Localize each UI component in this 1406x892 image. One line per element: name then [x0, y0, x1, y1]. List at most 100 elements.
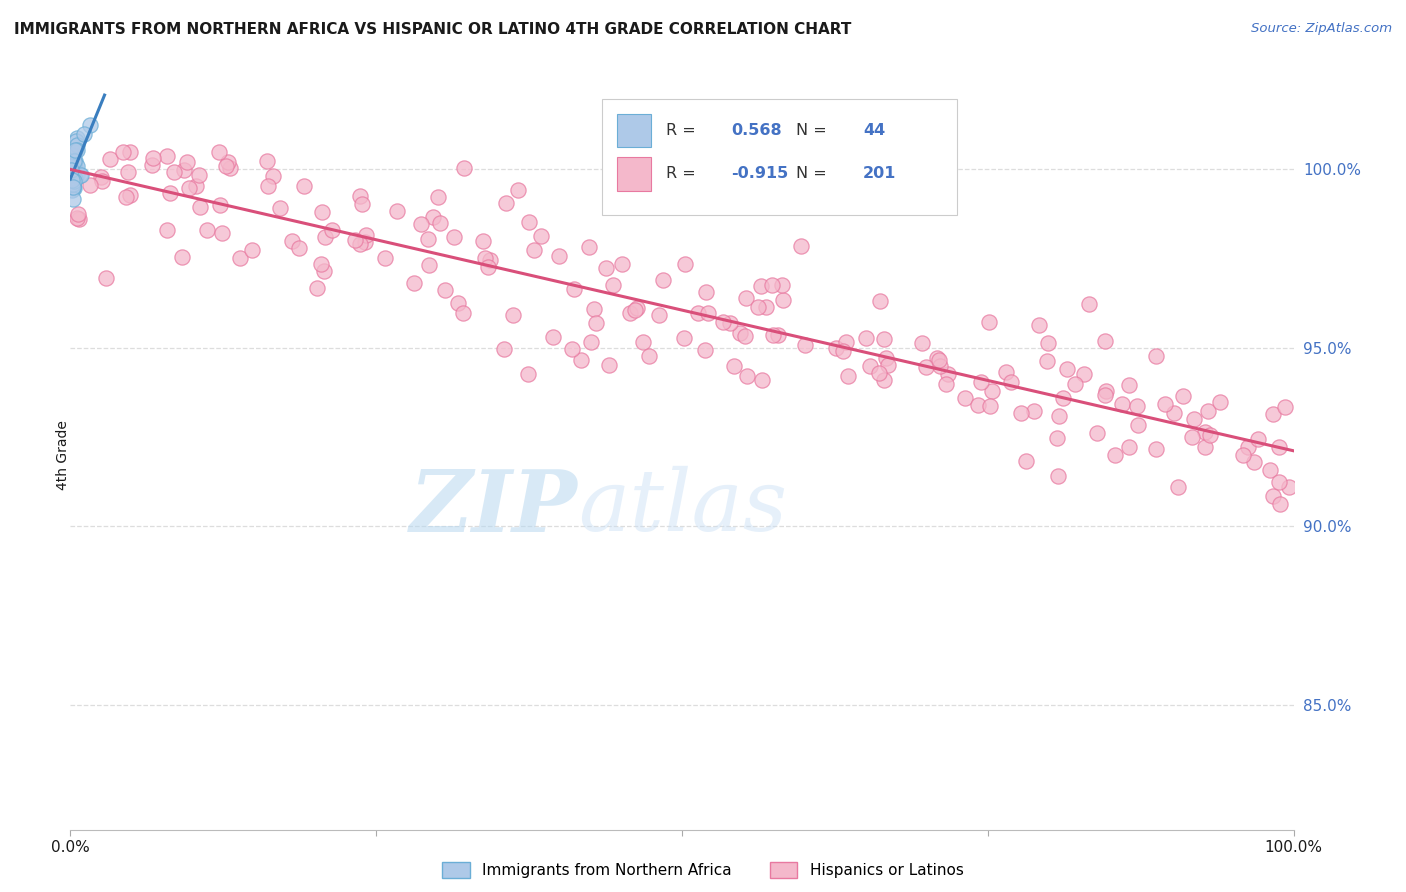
- Point: [1163, 406, 1185, 420]
- Text: N =: N =: [796, 167, 831, 181]
- Point: [62, 178, 84, 192]
- Point: [404, 277, 426, 291]
- Point: [1111, 397, 1133, 411]
- Point: [1028, 318, 1050, 332]
- Point: [65, 131, 87, 145]
- Point: [673, 257, 696, 271]
- Point: [62, 180, 84, 194]
- Point: [62, 172, 84, 186]
- Point: [1268, 440, 1291, 454]
- Point: [141, 158, 163, 172]
- Text: Source: ZipAtlas.com: Source: ZipAtlas.com: [1251, 22, 1392, 36]
- Point: [118, 188, 141, 202]
- Point: [73, 127, 96, 141]
- Point: [697, 306, 720, 320]
- Point: [416, 232, 439, 246]
- Point: [321, 223, 343, 237]
- Point: [1118, 377, 1140, 392]
- Point: [693, 343, 716, 358]
- Point: [770, 278, 793, 293]
- Text: -0.915: -0.915: [731, 167, 789, 181]
- Point: [163, 165, 186, 179]
- Point: [872, 332, 894, 346]
- Point: [453, 161, 475, 176]
- Point: [188, 200, 211, 214]
- Point: [928, 353, 950, 368]
- Point: [1000, 375, 1022, 389]
- Point: [60, 164, 83, 178]
- Text: N =: N =: [796, 123, 831, 138]
- Point: [350, 197, 373, 211]
- Point: [619, 305, 641, 319]
- Point: [256, 153, 278, 168]
- Point: [695, 285, 717, 299]
- Point: [1118, 440, 1140, 454]
- Point: [581, 334, 603, 349]
- Point: [1263, 489, 1285, 503]
- Point: [349, 189, 371, 203]
- Point: [1094, 384, 1116, 398]
- Point: [63, 172, 86, 186]
- Point: [837, 368, 859, 383]
- Point: [281, 235, 304, 249]
- Point: [156, 223, 179, 237]
- Point: [1046, 431, 1069, 445]
- Point: [1173, 389, 1195, 403]
- Point: [673, 330, 696, 344]
- Point: [60, 172, 83, 186]
- Point: [60, 169, 83, 183]
- Point: [65, 143, 87, 157]
- Point: [65, 165, 87, 179]
- Point: [96, 271, 118, 285]
- Point: [935, 377, 957, 392]
- Point: [60, 148, 83, 162]
- Point: [1197, 404, 1219, 418]
- Text: R =: R =: [666, 167, 700, 181]
- Point: [79, 178, 101, 193]
- Point: [583, 302, 606, 317]
- Point: [876, 358, 898, 372]
- Point: [66, 138, 89, 153]
- Point: [176, 154, 198, 169]
- Point: [1247, 432, 1270, 446]
- Point: [471, 234, 494, 248]
- Point: [62, 145, 84, 159]
- Point: [120, 145, 142, 159]
- Point: [117, 165, 139, 179]
- Point: [869, 294, 891, 309]
- Point: [63, 165, 86, 179]
- Point: [561, 342, 583, 356]
- Point: [62, 153, 84, 168]
- Point: [62, 192, 84, 206]
- Point: [311, 204, 333, 219]
- Point: [177, 180, 200, 194]
- Point: [790, 239, 813, 253]
- Point: [288, 241, 311, 255]
- Point: [602, 278, 624, 293]
- Point: [530, 229, 553, 244]
- Point: [1047, 409, 1070, 423]
- Point: [794, 338, 817, 352]
- Point: [835, 334, 858, 349]
- Point: [66, 207, 89, 221]
- Point: [1232, 448, 1254, 462]
- Point: [228, 251, 250, 265]
- Point: [1268, 497, 1291, 511]
- Point: [62, 180, 84, 194]
- Point: [1094, 388, 1116, 402]
- Point: [214, 159, 236, 173]
- Point: [62, 183, 84, 197]
- Point: [1064, 376, 1087, 391]
- Point: [711, 315, 734, 329]
- Point: [219, 161, 242, 176]
- Point: [1278, 480, 1301, 494]
- Point: [624, 302, 647, 317]
- Point: [69, 168, 91, 182]
- Point: [936, 368, 959, 382]
- Point: [977, 315, 1000, 329]
- Point: [240, 244, 263, 258]
- Point: [63, 156, 86, 170]
- Point: [981, 384, 1004, 398]
- Point: [761, 278, 783, 293]
- Point: [60, 153, 83, 168]
